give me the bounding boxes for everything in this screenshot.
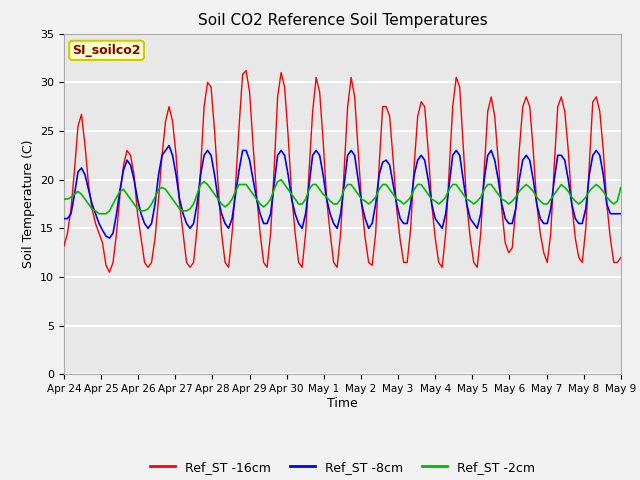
- Text: SI_soilco2: SI_soilco2: [72, 44, 141, 57]
- X-axis label: Time: Time: [327, 397, 358, 410]
- Y-axis label: Soil Temperature (C): Soil Temperature (C): [22, 140, 35, 268]
- Title: Soil CO2 Reference Soil Temperatures: Soil CO2 Reference Soil Temperatures: [198, 13, 487, 28]
- Legend: Ref_ST -16cm, Ref_ST -8cm, Ref_ST -2cm: Ref_ST -16cm, Ref_ST -8cm, Ref_ST -2cm: [145, 456, 540, 479]
